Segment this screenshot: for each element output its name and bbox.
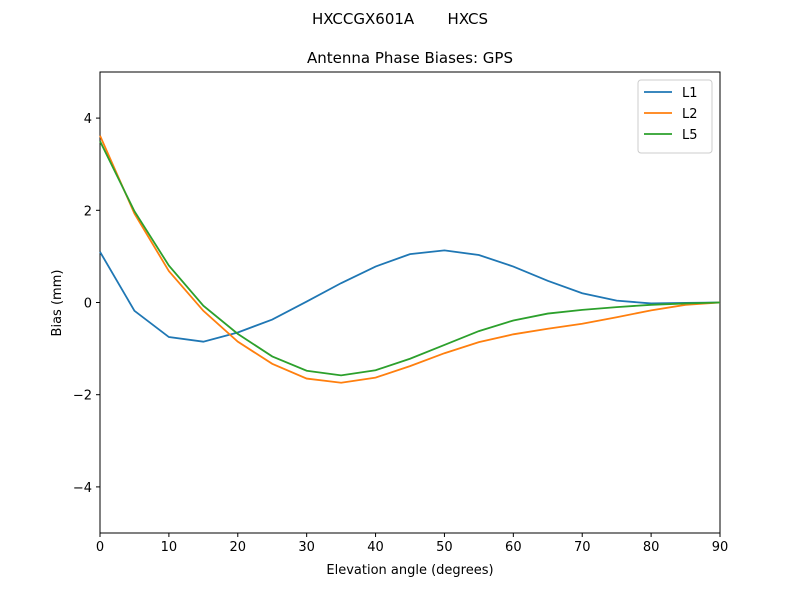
y-axis-label: Bias (mm) [50, 270, 65, 337]
series-line [99, 249, 721, 343]
y-tick-label: 2 [84, 204, 92, 219]
x-tick-label: 20 [230, 540, 247, 555]
x-axis-label: Elevation angle (degrees) [326, 563, 493, 578]
x-tick-label: 40 [367, 540, 384, 555]
y-tick-label: 0 [84, 297, 92, 312]
series-line [99, 135, 721, 384]
legend-label: L1 [682, 86, 698, 101]
series-line [99, 140, 721, 377]
y-tick-label: −4 [73, 481, 92, 496]
x-tick-label: 0 [96, 540, 104, 555]
y-tick-label: −2 [73, 389, 92, 404]
legend-label: L2 [682, 107, 698, 122]
chart-title: Antenna Phase Biases: GPS [307, 49, 513, 67]
legend-label: L5 [682, 128, 698, 143]
x-tick-label: 70 [574, 540, 591, 555]
x-tick-label: 10 [161, 540, 178, 555]
x-tick-label: 50 [436, 540, 453, 555]
legend-box [637, 79, 713, 154]
x-tick-label: 30 [298, 540, 315, 555]
suptitle: HXCCGX601A HXCS [312, 10, 488, 28]
x-tick-label: 80 [643, 540, 660, 555]
plot-frame [99, 71, 721, 534]
y-tick-label: 4 [84, 112, 92, 127]
x-tick-label: 90 [712, 540, 729, 555]
x-tick-label: 60 [505, 540, 522, 555]
